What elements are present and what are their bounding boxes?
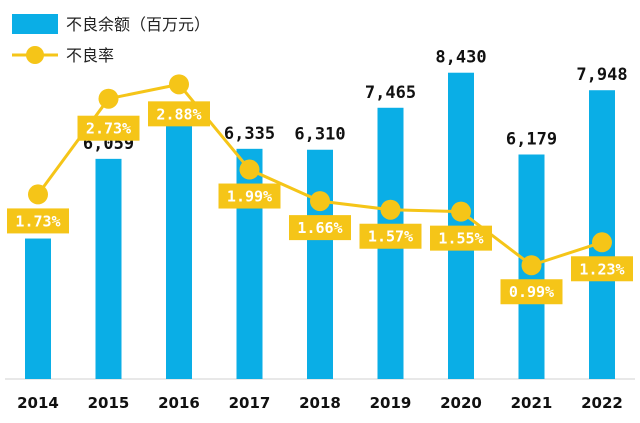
rate-labels-layer: 1.73% 2.73% 2.88% 1.99% 1.66% 1.57% 1.55% 0.99%… xyxy=(7,101,633,305)
x-tick-label: 2021 xyxy=(511,394,553,412)
rate-label-text: 2.88% xyxy=(156,105,201,123)
rate-label: 2.88% xyxy=(148,101,210,127)
rate-label-text: 1.73% xyxy=(15,212,60,230)
bar-value-label: 6,310 xyxy=(294,125,345,145)
bar-value-label: 8,430 xyxy=(435,48,486,68)
rate-line-layer xyxy=(28,74,612,276)
x-tick-label: 2020 xyxy=(440,394,482,412)
x-tick-label: 2019 xyxy=(370,394,412,412)
rate-label-box xyxy=(289,215,351,241)
bar-2016 xyxy=(166,125,192,379)
bar-value-label: 6,335 xyxy=(224,124,275,144)
bar-value-label: 7,948 xyxy=(576,65,627,85)
rate-label-box xyxy=(7,208,69,234)
x-tick-label: 2015 xyxy=(88,394,130,412)
bar-2015 xyxy=(95,158,122,379)
x-tick-label: 2018 xyxy=(299,394,341,412)
legend-label-rate: 不良率 xyxy=(66,46,114,65)
rate-point-2018 xyxy=(310,191,330,212)
bar-2017 xyxy=(236,148,263,379)
x-tick-label: 2016 xyxy=(158,394,200,412)
legend-label-balance: 不良余额（百万元） xyxy=(66,15,210,34)
rate-point-2015 xyxy=(98,88,119,109)
bar-2018 xyxy=(307,149,333,379)
rate-label-box xyxy=(500,279,563,305)
rate-label: 0.99% xyxy=(500,279,563,305)
rate-label-text: 0.99% xyxy=(509,283,554,301)
rate-label: 1.23% xyxy=(571,256,633,282)
x-tick-label: 2014 xyxy=(17,394,59,412)
rate-point-2022 xyxy=(592,232,612,253)
rate-point-2017 xyxy=(239,159,260,180)
bar-2014 xyxy=(25,238,51,379)
rate-label: 1.73% xyxy=(7,208,69,234)
legend-swatch-balance xyxy=(12,14,58,34)
rate-point-2021 xyxy=(521,255,542,276)
rate-label-box xyxy=(77,115,140,141)
rate-label-text: 1.57% xyxy=(368,228,413,246)
rate-label-box xyxy=(430,225,492,251)
rate-label: 1.66% xyxy=(289,215,351,241)
x-tick-label: 2017 xyxy=(229,394,271,412)
rate-label: 2.73% xyxy=(77,115,140,141)
bar-value-label: 7,465 xyxy=(365,83,416,103)
rate-label-text: 1.23% xyxy=(579,260,624,278)
rate-point-2020 xyxy=(451,201,471,222)
rate-point-2016 xyxy=(169,74,189,95)
rate-label-box xyxy=(359,223,422,249)
legend-marker-rate xyxy=(26,46,44,64)
rate-label: 1.99% xyxy=(218,183,281,209)
rate-label: 1.57% xyxy=(359,223,422,249)
rate-label-box xyxy=(571,256,633,282)
x-axis-ticks: 2014 2015 2016 2017 2018 2019 2020 2021 2022 xyxy=(17,394,623,412)
rate-label-text: 1.55% xyxy=(438,230,483,248)
legend: 不良余额（百万元） 不良率 xyxy=(12,14,210,65)
rate-point-2019 xyxy=(380,199,401,220)
bar-value-label: 6,179 xyxy=(506,129,557,149)
rate-label-text: 2.73% xyxy=(86,120,131,138)
rate-label-box xyxy=(218,183,281,209)
x-tick-label: 2022 xyxy=(581,394,623,412)
rate-label: 1.55% xyxy=(430,225,492,251)
rate-label-box xyxy=(148,101,210,127)
rate-point-2014 xyxy=(28,184,48,205)
rate-label-text: 1.66% xyxy=(297,219,342,237)
rate-label-text: 1.99% xyxy=(227,188,272,206)
